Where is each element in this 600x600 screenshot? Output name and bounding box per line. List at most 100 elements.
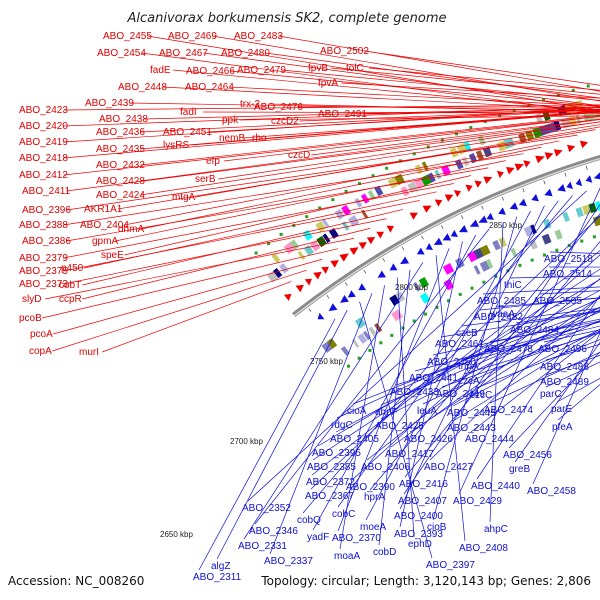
gene-label[interactable]: ABO_2311: [193, 572, 242, 583]
gene-label[interactable]: ABO_2417: [385, 449, 434, 460]
gene-label[interactable]: ABO_2418: [19, 153, 68, 164]
gene-label[interactable]: ABO_2450: [427, 357, 476, 368]
gene-label[interactable]: ABO_2474: [484, 405, 533, 416]
gene-label[interactable]: ABO_2426: [404, 434, 453, 445]
gene-label[interactable]: efp: [206, 156, 220, 167]
gene-label[interactable]: ABO_2408: [459, 543, 508, 554]
gene-label[interactable]: czcD: [288, 150, 310, 161]
gene-label[interactable]: ABO_2444: [465, 434, 514, 445]
gene-label[interactable]: ABO_2488: [540, 362, 589, 373]
gene-label[interactable]: cobT: [59, 280, 81, 291]
gene-label[interactable]: ABO_2337: [264, 556, 313, 567]
gene-label[interactable]: fpvA: [318, 78, 338, 89]
gene-label[interactable]: ABO_2464: [185, 82, 234, 93]
gene-label[interactable]: ABO_2432: [96, 160, 145, 171]
gene-label[interactable]: serB: [195, 174, 216, 185]
gene-label[interactable]: ABO_2427: [424, 462, 473, 473]
gene-label[interactable]: ABO_2496: [538, 344, 587, 355]
gene-label[interactable]: ABO_2505: [533, 296, 582, 307]
gene-label[interactable]: ABO_2441: [409, 373, 458, 384]
gene-label[interactable]: ABO_2467: [159, 48, 208, 59]
gene-label[interactable]: cobD: [373, 547, 396, 558]
gene-label[interactable]: ABO_2458: [527, 486, 576, 497]
gene-label[interactable]: ABO_2331: [238, 541, 287, 552]
gene-label[interactable]: ABO_2412: [19, 170, 68, 181]
gene-label[interactable]: czcD2: [271, 116, 299, 127]
gene-label[interactable]: ABO_2445: [447, 408, 496, 419]
gene-label[interactable]: ABO_2451: [163, 127, 212, 138]
gene-label[interactable]: ABO_2416: [399, 479, 448, 490]
gene-label[interactable]: ABO_2483: [234, 31, 283, 42]
gene-label[interactable]: pcoA: [30, 329, 53, 340]
gene-label[interactable]: rdgC: [331, 420, 353, 431]
gene-label[interactable]: cobC: [332, 509, 355, 520]
gene-label[interactable]: algZ: [211, 561, 230, 572]
gene-label[interactable]: greB: [509, 464, 530, 475]
gene-label[interactable]: ABO_2461: [435, 339, 484, 350]
gene-label[interactable]: ABO_2406: [361, 462, 410, 473]
gene-label[interactable]: ABO_2466: [186, 66, 235, 77]
gene-label[interactable]: ABO_2404: [80, 220, 129, 231]
gene-label[interactable]: murI: [79, 347, 99, 358]
gene-label[interactable]: moeA: [360, 522, 386, 533]
gene-label[interactable]: ABO_2448: [118, 82, 167, 93]
gene-label[interactable]: ABO_2395: [312, 448, 361, 459]
gene-label[interactable]: ABO_2428: [96, 176, 145, 187]
gene-label[interactable]: czcA: [458, 376, 480, 387]
gene-label[interactable]: ahpC: [484, 524, 508, 535]
gene-label[interactable]: ppk: [222, 115, 239, 126]
gene-label[interactable]: ABO_2396: [22, 205, 71, 216]
gene-label[interactable]: ccpR: [59, 294, 82, 305]
gene-label[interactable]: ABO_2405: [330, 434, 379, 445]
gene-label[interactable]: dhmA: [118, 224, 144, 235]
gene-label[interactable]: rho: [252, 133, 267, 144]
gene-label[interactable]: ABO_2469: [168, 31, 217, 42]
gene-label[interactable]: parC: [540, 389, 562, 400]
gene-label[interactable]: ABO_2438: [99, 114, 148, 125]
gene-label[interactable]: ABO_2346: [249, 526, 298, 537]
gene-label[interactable]: slyD: [22, 294, 41, 305]
gene-label[interactable]: lysRS: [163, 140, 189, 151]
gene-label[interactable]: thiC: [504, 280, 522, 291]
gene-label[interactable]: ABO_2372: [306, 477, 355, 488]
gene-label[interactable]: parE: [551, 404, 572, 415]
gene-label[interactable]: ABO_2385: [307, 462, 356, 473]
gene-label[interactable]: ABO_2425: [375, 421, 424, 432]
gene-label[interactable]: fpvB: [308, 63, 328, 74]
gene-label[interactable]: czcB: [456, 328, 478, 339]
gene-label[interactable]: waaA: [489, 309, 515, 320]
gene-label[interactable]: nemB: [219, 133, 245, 144]
gene-label[interactable]: czcC: [470, 390, 492, 401]
gene-label[interactable]: ABO_2436: [96, 127, 145, 138]
gene-label[interactable]: ABO_2455: [103, 31, 152, 42]
gene-label[interactable]: tolC: [346, 63, 364, 74]
gene-label[interactable]: ABO_2484: [510, 325, 559, 336]
gene-label[interactable]: ABO_2482: [474, 312, 523, 323]
gene-label[interactable]: trx-2: [240, 99, 260, 110]
gene-label[interactable]: hprA: [364, 492, 385, 503]
gene-label[interactable]: moaA: [334, 551, 360, 562]
gene-label[interactable]: pfeA: [552, 422, 573, 433]
gene-label[interactable]: ABO_2485: [477, 296, 526, 307]
gene-label[interactable]: ahpF: [375, 407, 398, 418]
gene-label[interactable]: mtgA: [172, 192, 196, 203]
gene-label[interactable]: fadI: [180, 107, 197, 118]
gene-label[interactable]: ABO_2449: [436, 389, 485, 400]
gene-label[interactable]: yadF: [307, 532, 329, 543]
gene-label[interactable]: fadE: [150, 65, 171, 76]
gene-label[interactable]: ABO_2423: [19, 105, 68, 116]
gene-label[interactable]: ABO_2393: [394, 529, 443, 540]
gene-label[interactable]: ABO_2411: [22, 186, 71, 197]
gene-label[interactable]: pcoB: [19, 313, 42, 324]
gene-label[interactable]: ABO_2502: [320, 46, 369, 57]
gene-label[interactable]: leuA: [417, 406, 437, 417]
gene-label[interactable]: ABO_2373: [19, 279, 68, 290]
gene-label[interactable]: ABO_2478: [484, 344, 533, 355]
gene-label[interactable]: tnpA: [458, 361, 479, 372]
gene-label[interactable]: speE: [101, 250, 124, 261]
gene-label[interactable]: ABO_2439: [85, 98, 134, 109]
gene-label[interactable]: ABO_2476: [254, 102, 303, 113]
gene-label[interactable]: ABO_2479: [237, 65, 286, 76]
gene-label[interactable]: ABO_2491: [318, 109, 367, 120]
gene-label[interactable]: ABO_2367: [305, 491, 354, 502]
